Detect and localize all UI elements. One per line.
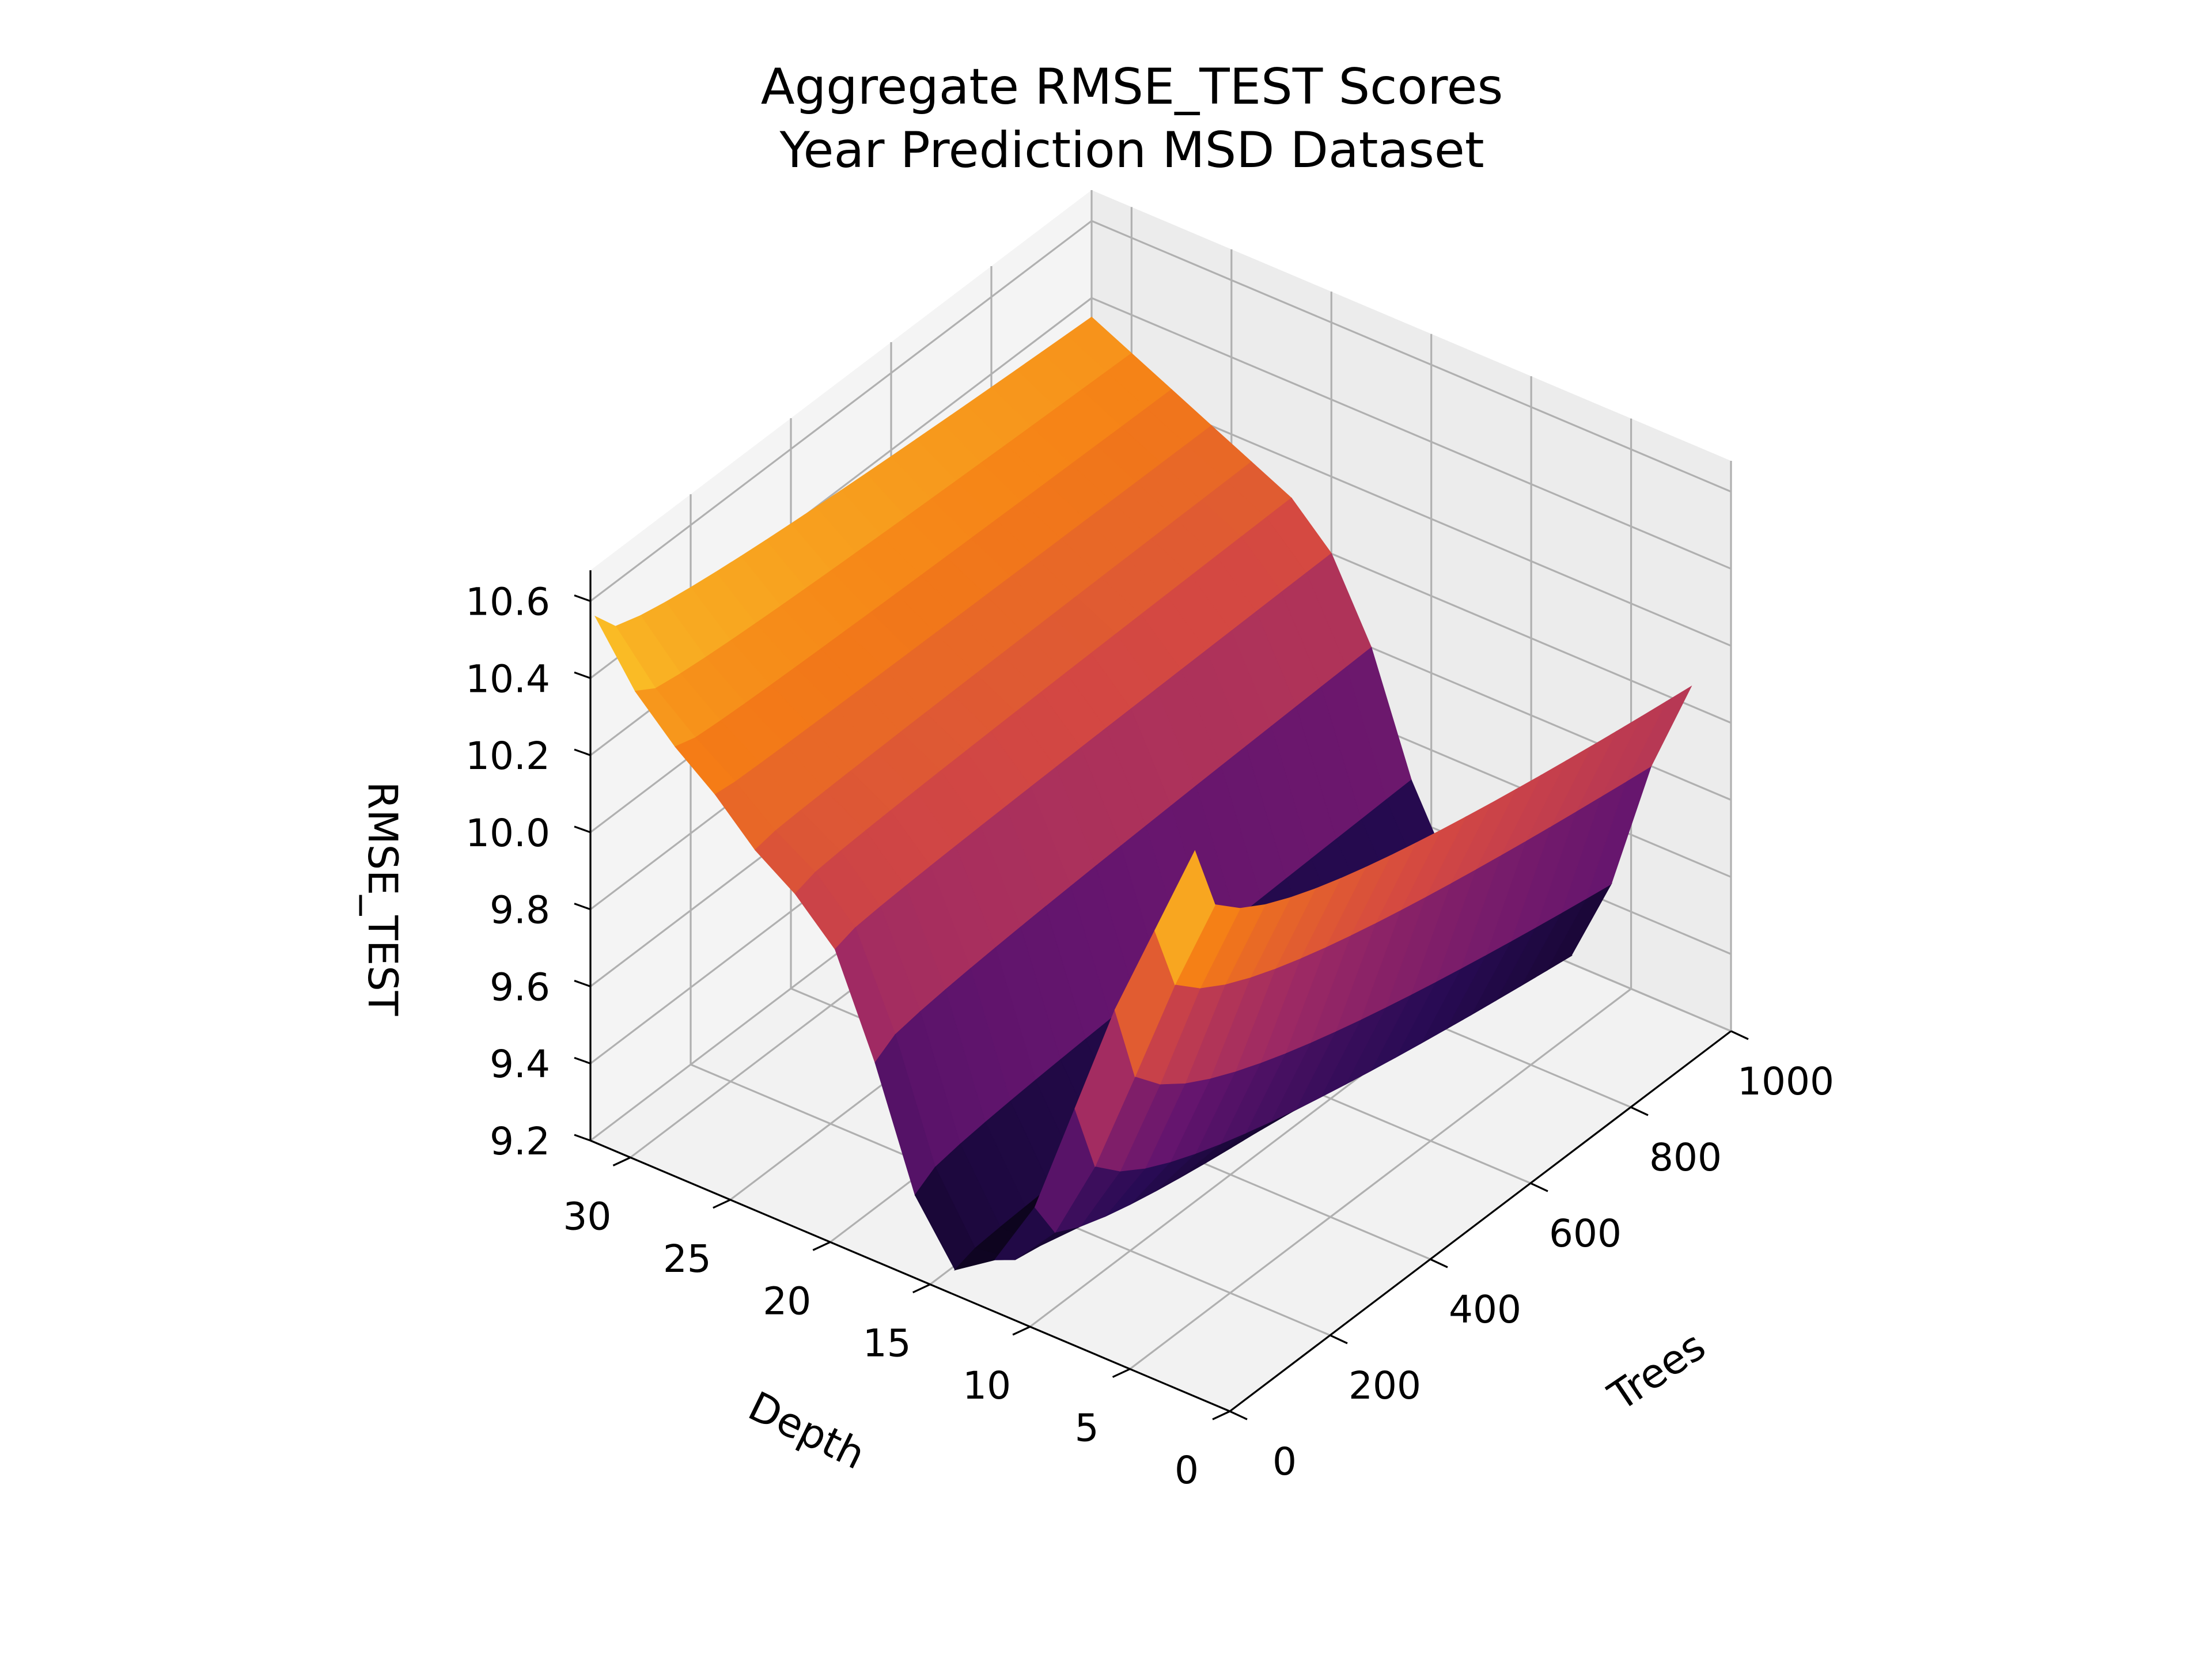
- y-axis-line: [590, 1139, 1230, 1412]
- x-tick-label: 800: [1649, 1135, 1722, 1180]
- x-tick-label: 600: [1549, 1211, 1622, 1256]
- x-tick-label: 400: [1449, 1287, 1521, 1332]
- grid-z-back-right: [1091, 220, 1732, 493]
- chart-title-line-1: Aggregate RMSE_TEST Scores: [761, 58, 1503, 116]
- axis-lines: [574, 570, 1749, 1421]
- y-tick-label: 5: [1075, 1406, 1099, 1450]
- y-tick-label: 20: [763, 1279, 811, 1323]
- grid-y-floor: [1129, 988, 1632, 1370]
- z-tick-label: 9.6: [490, 965, 550, 1009]
- z-tick-label: 10.0: [465, 811, 550, 855]
- x-tick-mark: [1730, 1030, 1749, 1040]
- y-tick-mark: [612, 1156, 631, 1166]
- grid-z-back-left: [590, 220, 1092, 602]
- x-tick-label: 1000: [1737, 1059, 1834, 1104]
- x-tick-label: 200: [1349, 1363, 1421, 1408]
- y-tick-label: 0: [1175, 1448, 1199, 1493]
- x-tick-label: 0: [1272, 1440, 1297, 1484]
- z-tick-mark: [574, 748, 591, 756]
- y-tick-mark: [812, 1241, 831, 1251]
- surface-mesh: [594, 316, 1692, 1271]
- z-axis-label: RMSE_TEST: [359, 782, 406, 1016]
- y-tick-mark: [1212, 1410, 1230, 1421]
- z-tick-label: 10.4: [465, 657, 550, 701]
- x-tick-mark: [1330, 1334, 1348, 1344]
- z-tick-label: 10.6: [465, 580, 550, 624]
- z-tick-mark: [574, 979, 591, 987]
- z-tick-label: 10.2: [465, 734, 550, 778]
- grid-z-back-right: [1091, 297, 1732, 570]
- x-tick-mark: [1430, 1258, 1448, 1268]
- chart-title-line-2: Year Prediction MSD Dataset: [779, 122, 1484, 179]
- y-tick-label: 30: [563, 1194, 611, 1238]
- z-tick-mark: [574, 1134, 591, 1142]
- y-axis-label: Depth: [741, 1382, 873, 1479]
- z-tick-mark: [574, 1056, 591, 1065]
- x-axis-line: [1229, 1030, 1732, 1412]
- z-tick-label: 9.8: [490, 888, 550, 933]
- x-axis-label: Trees: [1600, 1322, 1714, 1420]
- z-tick-mark: [574, 671, 591, 679]
- z-tick-mark: [574, 903, 591, 911]
- y-tick-label: 10: [963, 1363, 1011, 1408]
- y-tick-mark: [912, 1283, 931, 1294]
- y-tick-label: 25: [663, 1237, 711, 1281]
- x-tick-mark: [1630, 1106, 1649, 1116]
- y-tick-mark: [1112, 1368, 1131, 1378]
- y-tick-mark: [713, 1199, 731, 1209]
- surface-cell: [1154, 850, 1215, 986]
- y-tick-mark: [1012, 1325, 1031, 1336]
- z-tick-label: 9.4: [490, 1042, 550, 1086]
- y-tick-label: 15: [863, 1321, 911, 1366]
- x-tick-mark: [1229, 1410, 1248, 1421]
- tick-labels: 0 200 400 600 800 1000 0 5 10 15 20 25 30 9.2 9.4 9.6 9.…: [465, 580, 1834, 1493]
- x-tick-mark: [1530, 1182, 1548, 1192]
- z-tick-mark: [574, 594, 591, 603]
- z-tick-label: 9.2: [490, 1119, 550, 1164]
- z-tick-mark: [574, 825, 591, 834]
